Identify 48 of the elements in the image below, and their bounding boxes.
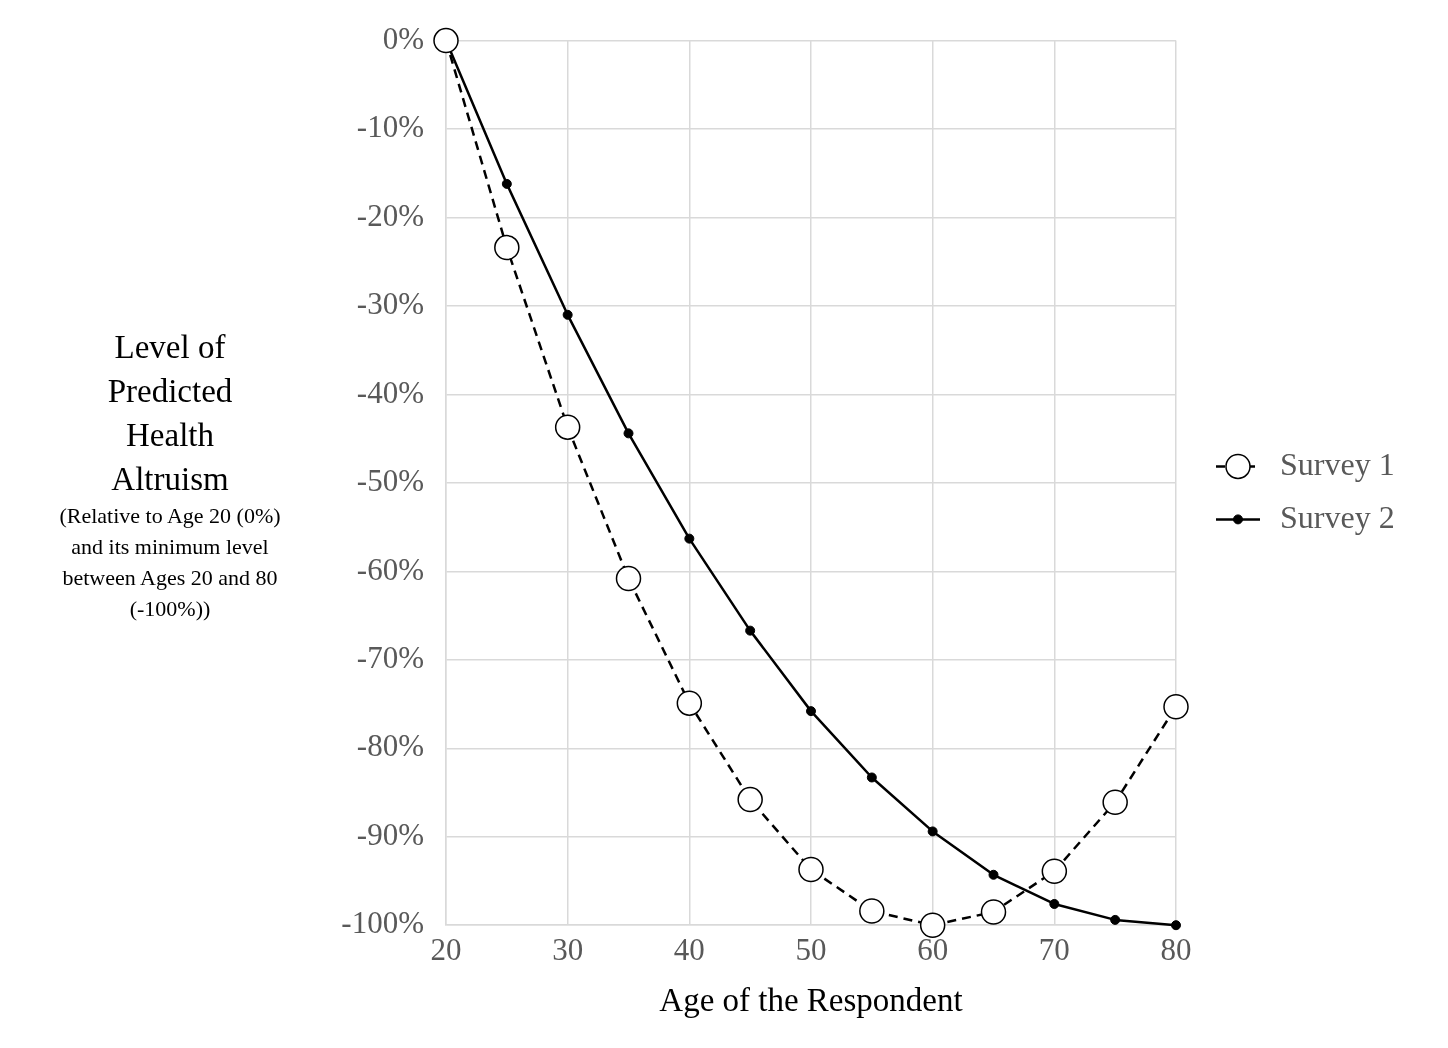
x-tick-label: 40 [673, 931, 705, 967]
point [980, 899, 1007, 925]
point [745, 625, 756, 636]
y-tick-label: -20% [356, 197, 424, 233]
point [623, 428, 634, 439]
point [615, 565, 642, 592]
point [859, 898, 885, 924]
point [927, 826, 938, 837]
point [919, 912, 946, 938]
y-axis-title: Level of Predicted Health Altruism [106, 328, 234, 499]
point [1041, 858, 1068, 884]
x-tick-label: 70 [1038, 931, 1070, 967]
point [684, 533, 695, 544]
y-tick-label: -100% [341, 905, 424, 941]
point [798, 856, 824, 883]
y-tick-label: -50% [356, 463, 424, 499]
y-tick-label: -80% [356, 728, 424, 764]
point [676, 690, 703, 716]
x-tick-label: 60 [917, 931, 949, 967]
x-tick-label: 20 [430, 931, 462, 967]
y-tick-label: -90% [356, 816, 424, 852]
point [494, 234, 520, 261]
point [1102, 789, 1128, 815]
y-tick-label: -60% [356, 551, 424, 587]
point [806, 706, 816, 717]
point [433, 27, 459, 54]
x-tick-label: 50 [795, 931, 827, 967]
x-tick-label: 80 [1160, 931, 1192, 967]
point [866, 772, 877, 783]
y-tick-label: -40% [356, 374, 424, 410]
y-tick-label: -70% [356, 639, 424, 675]
point [501, 178, 512, 189]
point [562, 309, 573, 320]
point [1163, 693, 1189, 720]
point [1110, 914, 1121, 925]
x-tick-label: 30 [552, 931, 584, 967]
point [988, 869, 999, 880]
x-axis-title: Age of the Respondent [659, 981, 963, 1018]
point [1171, 920, 1181, 931]
point [554, 414, 581, 440]
legend-label: Survey 1 [1280, 445, 1395, 482]
point [737, 786, 763, 813]
point [1049, 898, 1060, 909]
text: (Relative to Age 20 (0%) and its minimum level between Ages 20 and 80 (-100%)) [58, 502, 282, 623]
y-tick-label: -10% [356, 109, 424, 145]
y-tick-label: -30% [356, 286, 424, 322]
legend-label: Survey 2 [1280, 498, 1395, 535]
y-tick-label: 0% [382, 20, 424, 56]
